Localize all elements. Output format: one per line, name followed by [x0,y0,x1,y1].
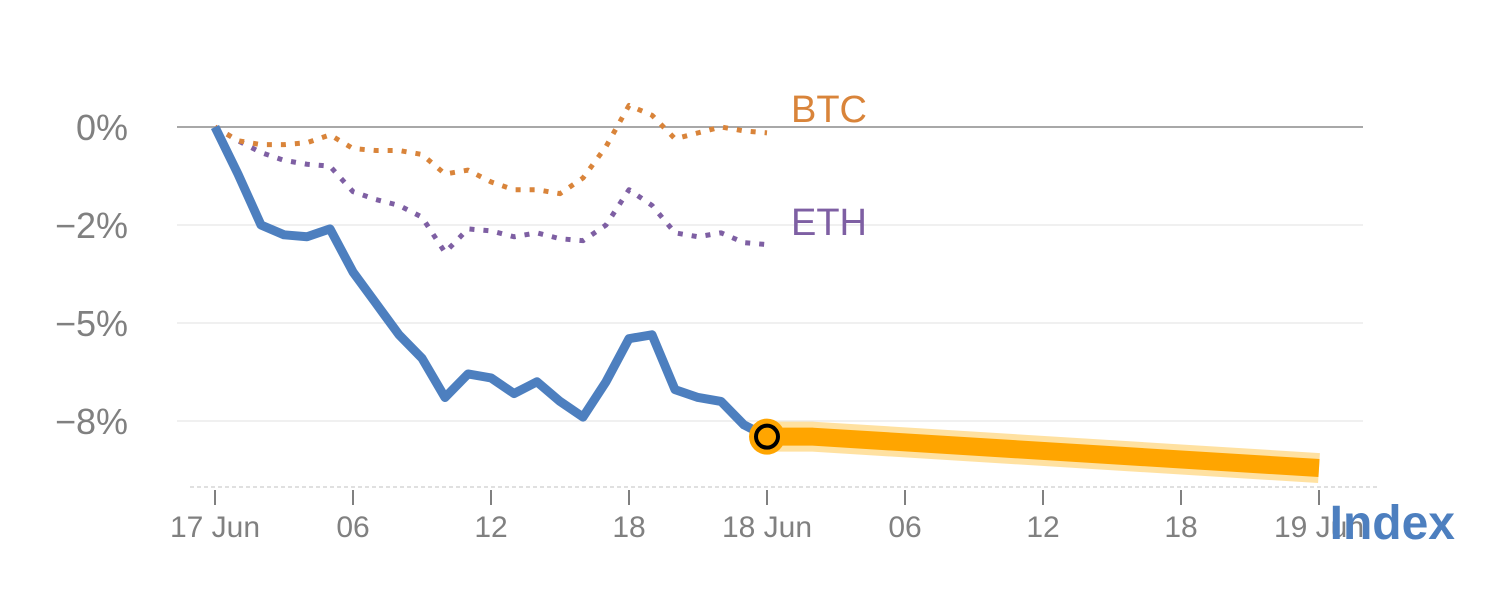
x-tick-label: 19 Jun [1274,511,1364,544]
y-tick-label: 0% [76,107,128,148]
btc-line [213,102,768,197]
y-tick-label: −8% [55,401,128,442]
grid-lines [177,126,1363,422]
series-labels: BTC ETH [791,89,867,244]
y-tick-label: −5% [55,303,128,344]
x-tick-label: 17 Jun [170,511,260,544]
series-layer [210,102,1320,484]
x-axis-label: Index [1330,497,1456,550]
eth-line [213,124,768,255]
index-line [210,125,770,441]
btc-label: BTC [791,89,867,131]
x-axis: 17 Jun 06 12 18 18 Jun 06 12 18 19 Jun [170,486,1380,544]
x-tick-label: 18 [1164,511,1197,544]
eth-label: ETH [791,202,867,244]
x-tick-label: 06 [336,511,369,544]
x-tick-label: 12 [474,511,507,544]
y-tick-label: −2% [55,205,128,246]
x-tick-label: 12 [1026,511,1059,544]
x-tick-label: 18 Jun [722,511,812,544]
current-marker [754,423,780,450]
y-axis-ticks: 0% −2% −5% −8% [55,107,128,442]
x-tick-label: 06 [888,511,921,544]
x-tick-label: 18 [612,511,645,544]
